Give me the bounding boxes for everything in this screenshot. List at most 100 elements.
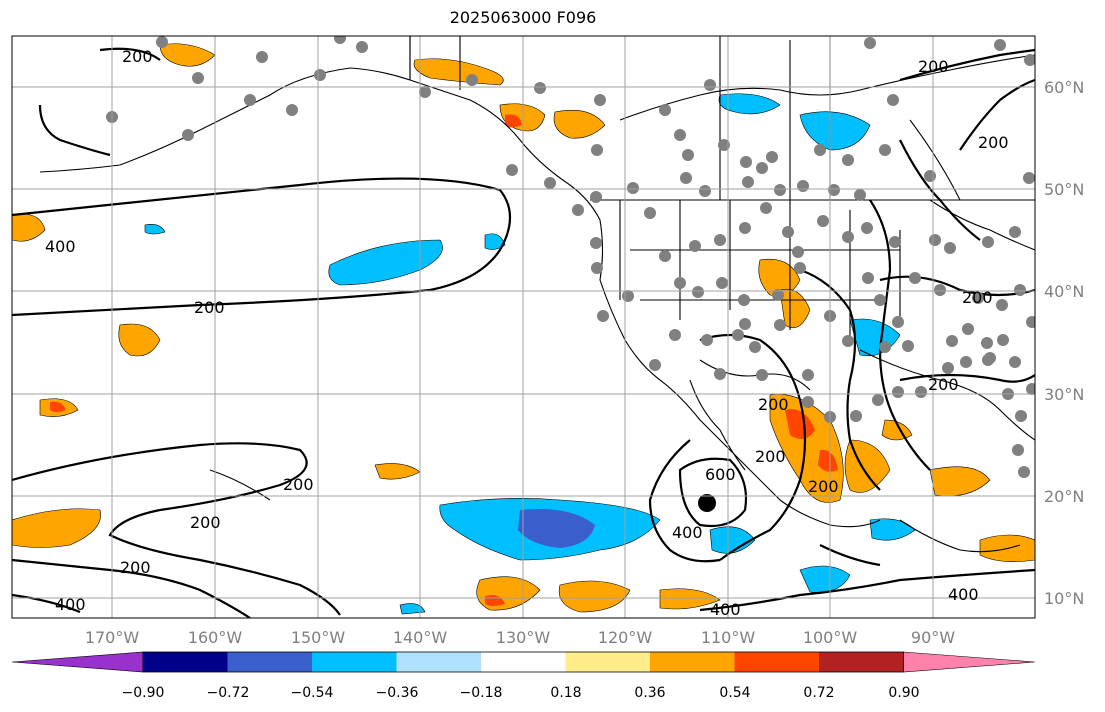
station-dot (756, 162, 768, 174)
station-dot (962, 323, 974, 335)
station-dot (1014, 284, 1026, 296)
lon-label: 160°W (188, 628, 243, 647)
lon-label: 100°W (803, 628, 858, 647)
latitude-labels: 60°N 50°N 40°N 30°N 20°N 10°N (1044, 78, 1084, 608)
station-dot (572, 204, 584, 216)
station-dot (774, 319, 786, 331)
station-dot (994, 39, 1006, 51)
station-dot (156, 36, 168, 48)
station-dot (334, 36, 346, 44)
station-dot (597, 310, 609, 322)
contour-label: 200 (962, 288, 993, 307)
contour-label: 600 (705, 465, 736, 484)
contour-label: 400 (45, 237, 76, 256)
station-dot (794, 262, 806, 274)
colorbar-segment (396, 652, 481, 672)
station-dot (594, 94, 606, 106)
station-dot (981, 337, 993, 349)
contour-label: 400 (710, 600, 741, 619)
station-dot (659, 104, 671, 116)
station-dot (1009, 356, 1021, 368)
station-dot (1009, 226, 1021, 238)
station-dot (972, 292, 984, 304)
station-dot (739, 318, 751, 330)
station-dots (106, 36, 1035, 478)
station-dot (644, 207, 656, 219)
colorbar-extension-low (11, 651, 144, 673)
station-dot (659, 250, 671, 262)
station-dot (772, 289, 784, 301)
station-dot (534, 82, 546, 94)
storm-center-marker (698, 494, 716, 512)
station-dot (766, 151, 778, 163)
station-dot (286, 104, 298, 116)
station-dot (996, 299, 1008, 311)
station-dot (889, 236, 901, 248)
station-dot (774, 184, 786, 196)
contour-label: 400 (672, 523, 703, 542)
station-dot (892, 386, 904, 398)
station-dot (842, 231, 854, 243)
station-dot (874, 294, 886, 306)
station-dot (814, 144, 826, 156)
station-dot (861, 222, 873, 234)
contour-label: 200 (758, 395, 789, 414)
station-dot (802, 396, 814, 408)
station-dot (244, 94, 256, 106)
map-frame (11, 35, 1036, 619)
station-dot (669, 329, 681, 341)
station-dot (915, 386, 927, 398)
colorbar-extension-high (903, 651, 1036, 673)
contour-label: 200 (918, 57, 949, 76)
station-dot (182, 129, 194, 141)
colorbar-tick-label: −0.18 (460, 685, 503, 701)
station-dot (1024, 54, 1035, 66)
colorbar-tick-label: 0.54 (719, 685, 750, 701)
contour-label: 200 (283, 475, 314, 494)
station-dot (997, 334, 1009, 346)
station-dot (674, 129, 686, 141)
colorbar-segment (227, 652, 312, 672)
colorbar-segment (312, 652, 397, 672)
station-dot (817, 215, 829, 227)
colorbar-segment (565, 652, 650, 672)
station-dot (466, 74, 478, 86)
colorbar-tick-label: 0.90 (888, 685, 919, 701)
station-dot (704, 79, 716, 91)
lat-label: 40°N (1044, 282, 1084, 301)
station-dot (701, 334, 713, 346)
station-dot (982, 236, 994, 248)
contour-labels: 200 400 200 200 200 400 200 600 400 400 … (45, 47, 1009, 619)
station-dot (782, 226, 794, 238)
lat-label: 20°N (1044, 487, 1084, 506)
station-dot (1023, 172, 1035, 184)
station-dot (732, 329, 744, 341)
station-dot (740, 156, 752, 168)
station-dot (924, 170, 936, 182)
station-dot (591, 144, 603, 156)
station-dot (879, 144, 891, 156)
lon-label: 140°W (393, 628, 448, 647)
station-dot (760, 202, 772, 214)
station-dot (749, 341, 761, 353)
station-dot (892, 316, 904, 328)
station-dot (879, 341, 891, 353)
station-dot (1015, 410, 1027, 422)
lon-label: 130°W (496, 628, 551, 647)
station-dot (627, 182, 639, 194)
station-dot (909, 272, 921, 284)
station-dot (960, 356, 972, 368)
station-dot (682, 149, 694, 161)
colorbar-segment (819, 652, 904, 672)
station-dot (680, 172, 692, 184)
station-dot (590, 191, 602, 203)
station-dot (356, 41, 368, 53)
station-dot (714, 234, 726, 246)
station-dot (1026, 383, 1035, 395)
colorbar-segment (734, 652, 819, 672)
colorbar-tick-label: 0.18 (550, 685, 581, 701)
station-dot (842, 154, 854, 166)
strong-negative-shading (518, 509, 595, 548)
station-dot (1012, 444, 1024, 456)
station-dot (934, 284, 946, 296)
